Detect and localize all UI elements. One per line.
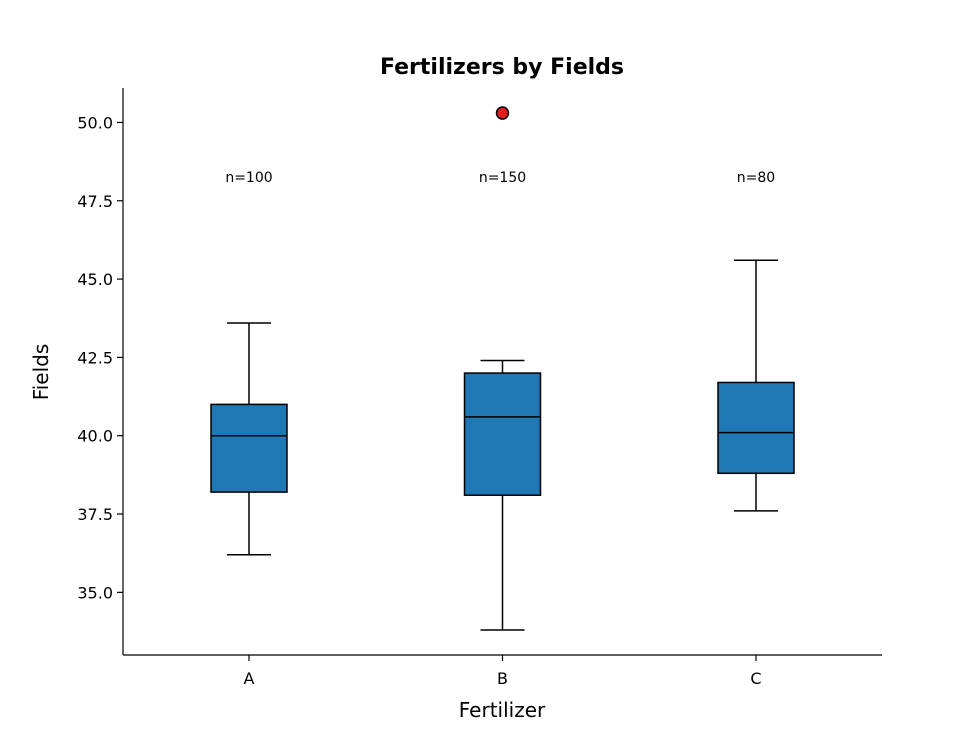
- y-tick-label: 42.5: [77, 348, 113, 367]
- x-tick-label: B: [497, 669, 508, 688]
- y-tick-label: 45.0: [77, 270, 113, 289]
- y-axis-label: Fields: [29, 344, 53, 401]
- chart-title: Fertilizers by Fields: [380, 55, 624, 80]
- iqr-box: [463, 372, 542, 496]
- x-axis-ticks: A B C: [244, 655, 762, 688]
- y-tick-label: 50.0: [77, 113, 113, 132]
- outlier-point: [495, 106, 510, 120]
- y-axis-ticks: 35.0 37.5 40.0 42.5 45.0 47.5 50.0: [77, 113, 123, 602]
- x-axis-label: Fertilizer: [459, 698, 546, 722]
- y-tick-label: 37.5: [77, 505, 113, 524]
- box-series: n=100 n=150 n=80: [210, 106, 795, 631]
- count-label: n=150: [479, 170, 526, 186]
- x-tick-label: A: [244, 669, 255, 688]
- y-tick-label: 40.0: [77, 427, 113, 446]
- box-group-b: n=150: [463, 106, 542, 631]
- y-tick-label: 47.5: [77, 192, 113, 211]
- iqr-box: [210, 403, 288, 493]
- count-label: n=80: [737, 170, 775, 186]
- y-tick-label: 35.0: [77, 583, 113, 602]
- count-label: n=100: [225, 170, 272, 186]
- box-group-c: n=80: [717, 170, 795, 512]
- x-tick-label: C: [750, 669, 761, 688]
- iqr-box: [717, 381, 795, 475]
- box-group-a: n=100: [210, 170, 288, 556]
